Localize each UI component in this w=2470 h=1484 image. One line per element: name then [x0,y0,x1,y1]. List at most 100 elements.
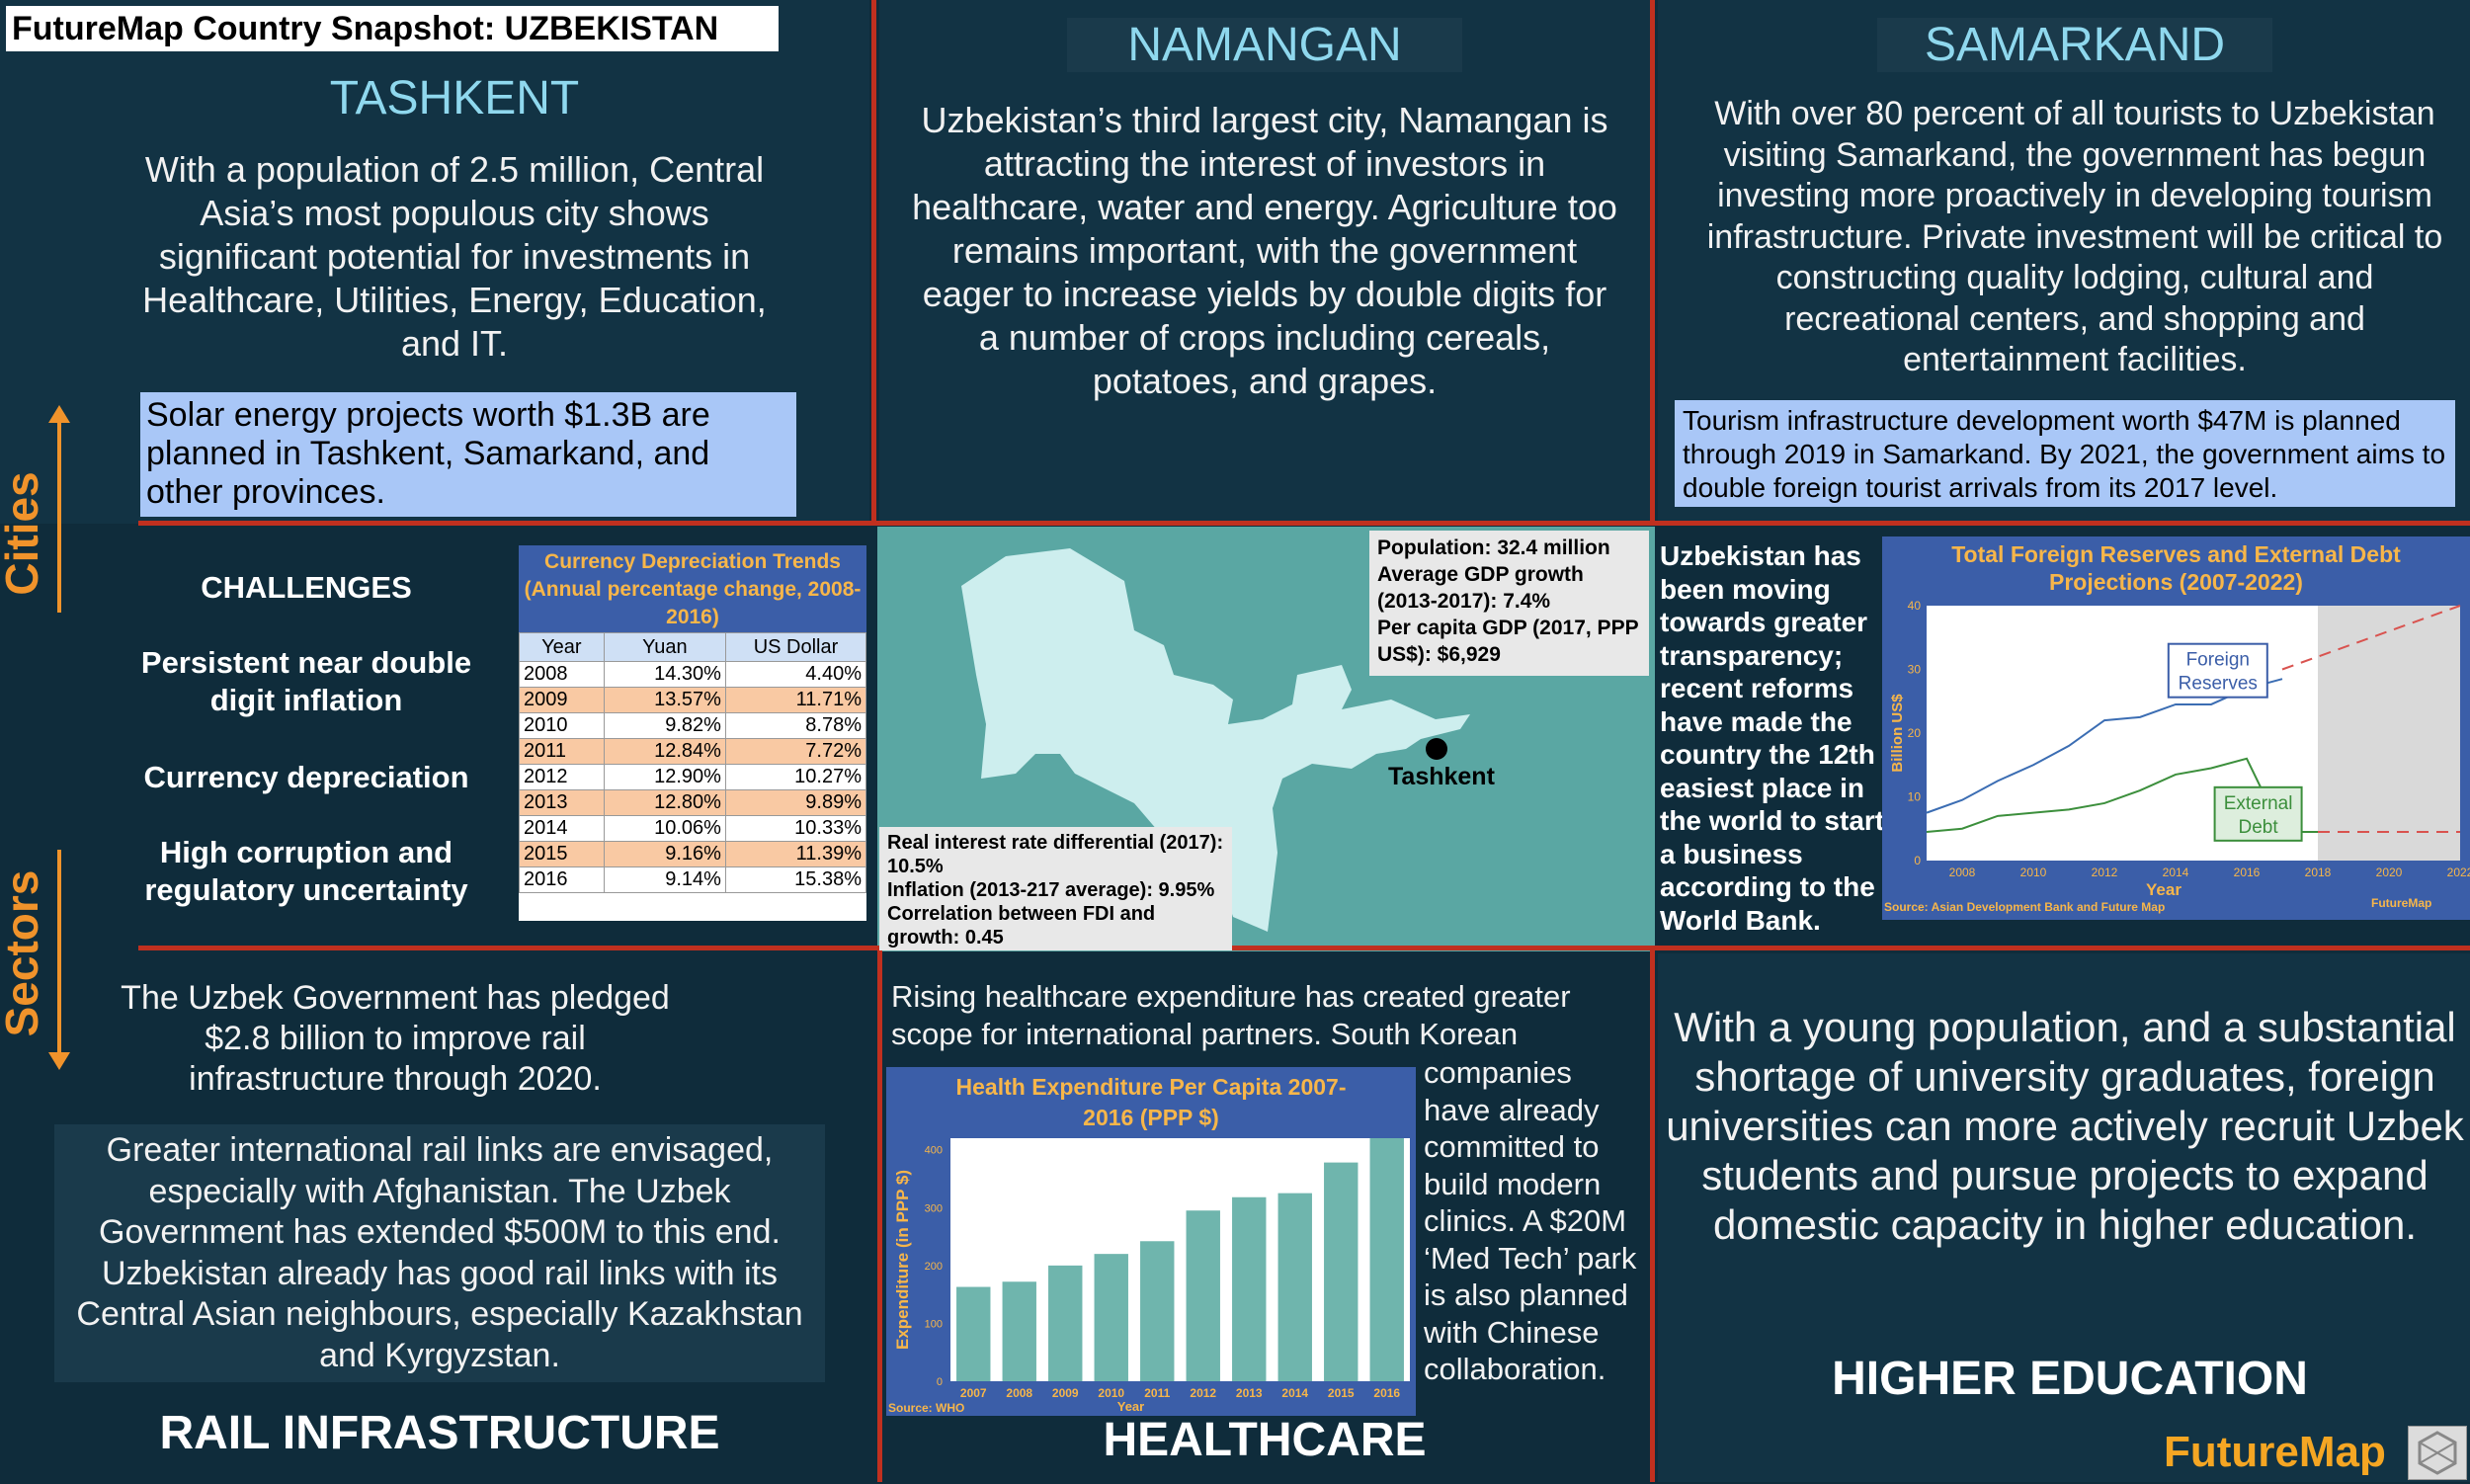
cell-usd: 9.89% [724,789,867,816]
cell-usd: 10.27% [724,764,867,790]
table-row: 2014 10.06% 10.33% [519,815,867,842]
x-tick-label: 2009 [1052,1386,1079,1400]
x-tick-label: 2014 [1281,1386,1308,1400]
up-arrow-head-icon [48,405,70,423]
stat-line: Correlation between FDI and growth: 0.45 [887,903,1156,948]
cell-year: 2009 [519,687,605,713]
cell-usd: 7.72% [724,738,867,765]
sectors-label: Sectors [0,869,47,1037]
divider-bottom-row [138,946,2470,950]
y-tick-label: 40 [1908,599,1922,613]
cell-yuan: 12.80% [603,789,726,816]
x-tick-label: 2016 [2234,866,2261,879]
page-title: FutureMap Country Snapshot: UZBEKISTAN [6,6,779,51]
cell-yuan: 9.82% [603,712,726,739]
healthcare-text-top: Rising healthcare expenditure has create… [891,979,1571,1051]
cell-year: 2013 [519,789,605,816]
stat-line: Inflation (2013-217 average): 9.95% [887,879,1215,901]
x-tick-label: 2010 [2020,866,2047,879]
cell-yuan: 14.30% [603,661,726,688]
health-chart: 0 100 200 300 400 2007 2008 2009 2010 2011 2012 201… [893,1138,1410,1414]
health-source: Source: WHO [888,1401,965,1415]
bar [1277,1193,1312,1381]
x-tick-label: 2011 [1144,1386,1170,1400]
table-row: 2015 9.16% 11.39% [519,841,867,867]
y-tick-label: 10 [1908,790,1922,804]
tashkent-text: With a population of 2.5 million, Centra… [142,149,767,364]
cell-yuan: 12.90% [603,764,726,790]
x-tick-label: 2020 [2376,866,2403,879]
cell-year: 2012 [519,764,605,790]
cell-usd: 10.33% [724,815,867,842]
x-tick-label: 2007 [960,1386,987,1400]
col-header-usd: US Dollar [724,632,867,662]
divider-top-row [138,521,2470,526]
reserves-source: Source: Asian Development Bank and Futur… [1884,900,2166,914]
bar [1002,1281,1036,1381]
bar [1324,1162,1358,1381]
y-axis-label: Billion US$ [1889,694,1906,773]
table-row: 2011 12.84% 7.72% [519,738,867,765]
tashkent-marker-icon [1426,738,1447,760]
down-arrow-icon [57,850,61,1057]
col-header-year: Year [519,632,605,662]
divider-right-bottom [1650,948,1655,1482]
education-heading: HIGHER EDUCATION [1832,1353,2308,1405]
cell-year: 2014 [519,815,605,842]
education-panel [1658,953,2470,1482]
table-row: 2016 9.14% 15.38% [519,866,867,893]
x-tick-label: 2015 [1328,1386,1355,1400]
currency-table-title: Currency Depreciation Trends (Annual per… [519,545,866,632]
table-row: 2009 13.57% 11.71% [519,687,867,713]
cell-year: 2011 [519,738,605,765]
x-tick-label: 2012 [2092,866,2118,879]
sectors-axis [0,850,70,1077]
namangan-panel [879,0,1650,522]
x-tick-label: 2010 [1098,1386,1124,1400]
futuremap-logo: FutureMap [2164,1428,2386,1476]
y-tick-label: 200 [925,1261,943,1273]
reserves-series-label: Foreign [2186,650,2250,671]
uzbekistan-map [961,548,1470,932]
reserves-chart-box: Total Foreign Reserves and External Debt… [1882,536,2470,920]
cell-yuan: 9.14% [603,866,726,893]
y-tick-label: 20 [1908,726,1922,740]
cell-year: 2010 [519,712,605,739]
x-axis-label: Year [2146,880,2182,899]
cell-year: 2016 [519,866,605,893]
cities-axis [0,405,70,613]
y-axis-label: Expenditure (in PPP $) [893,1170,912,1350]
table-row: 2013 12.80% 9.89% [519,789,867,816]
map-stats-top: Population: 32.4 million Average GDP gro… [1369,531,1649,676]
table-row: 2010 9.82% 8.78% [519,712,867,739]
cities-label: Cities [0,471,47,596]
col-header-yuan: Yuan [603,632,726,662]
bar [1140,1241,1175,1381]
x-tick-label: 2022 [2447,866,2470,879]
cell-usd: 4.40% [724,661,867,688]
namangan-text: Uzbekistan’s third largest city, Namanga… [912,100,1617,401]
futuremap-emblem-icon [2408,1426,2467,1480]
series-line [1926,678,2283,814]
series-line [2281,605,2461,671]
series-line [1926,757,2318,833]
education-text: With a young population, and a substanti… [1666,1004,2464,1248]
cell-yuan: 10.06% [603,815,726,842]
reserves-chart: 0 10 20 30 40 2008 2010 2012 2014 2016 2018 2020 202… [1889,599,2470,899]
divider-left-bottom [877,948,882,1482]
cell-year: 2015 [519,841,605,867]
cell-usd: 11.39% [724,841,867,867]
stat-line: Population: 32.4 million [1377,536,1610,559]
x-tick-label: 2016 [1373,1386,1400,1400]
challenge-item: High corruption and regulatory uncertain… [144,835,468,907]
y-tick-label: 400 [925,1145,943,1157]
currency-table: Year Yuan US Dollar 2008 14.30% 4.40% 2009 1… [519,632,867,893]
reserves-series-label: Reserves [2179,674,2258,695]
y-tick-label: 100 [925,1318,943,1330]
cell-yuan: 13.57% [603,687,726,713]
cell-usd: 15.38% [724,866,867,893]
stat-line: Per capita GDP (2017, PPP US$): $6,929 [1377,617,1639,666]
tashkent-note: Solar energy projects worth $1.3B are pl… [140,392,796,517]
tashkent-title: TASHKENT [329,72,580,124]
x-tick-label: 2013 [1236,1386,1263,1400]
